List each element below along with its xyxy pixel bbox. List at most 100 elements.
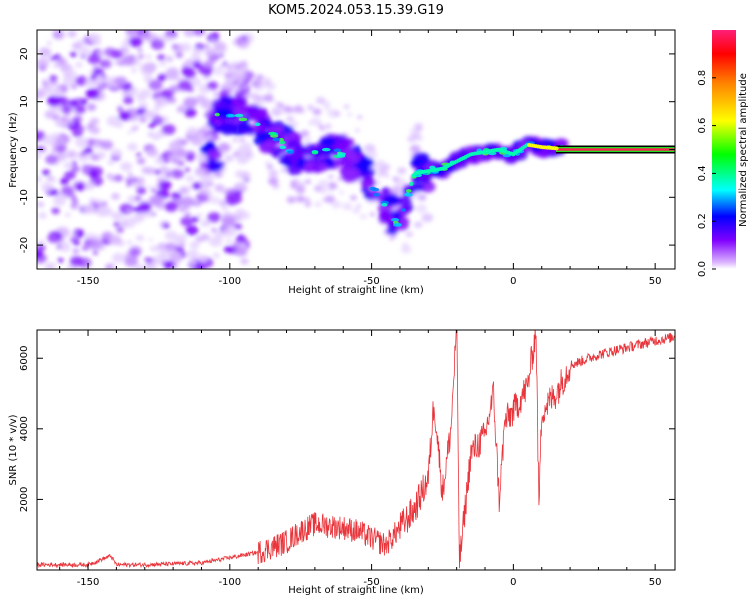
spectrogram-core xyxy=(254,122,261,127)
spectrogram-halo-blob xyxy=(305,197,311,202)
spectrogram-noise-blob xyxy=(222,61,228,66)
spectrogram-ridge-blob xyxy=(304,161,314,168)
spectrogram-noise-blob xyxy=(186,126,198,136)
carrier-core xyxy=(555,148,675,151)
spectrogram-noise-blob xyxy=(47,95,62,107)
spectrogram-noise-blob xyxy=(185,225,199,236)
spectrogram-noise-blob xyxy=(41,182,54,192)
spectrogram-noise-blob xyxy=(129,248,141,257)
spectrogram-noise-blob xyxy=(57,258,64,263)
spectrogram-x-tick-label: 50 xyxy=(649,276,662,287)
spectrogram-noise-blob xyxy=(69,256,84,267)
spectrogram-noise-blob xyxy=(203,60,214,69)
spectrogram-halo-blob xyxy=(210,196,220,205)
spectrogram-core xyxy=(278,140,286,145)
spectrogram-noise-blob xyxy=(51,207,60,215)
spectrogram-noise-blob xyxy=(49,56,57,61)
spectrogram-ridge-blob xyxy=(361,186,370,193)
spectrogram-halo-blob xyxy=(346,112,353,117)
spectrogram-noise-blob xyxy=(96,151,106,159)
spectrogram-noise-blob xyxy=(234,246,248,257)
spectrogram-noise-blob xyxy=(50,87,63,97)
spectrogram-ridge-blob xyxy=(317,163,329,172)
spectrogram-ridge-blob xyxy=(465,145,475,153)
spectrogram-noise-blob xyxy=(164,230,178,241)
spectrogram-noise-blob xyxy=(193,30,205,36)
spectrogram-noise-blob xyxy=(219,53,224,58)
spectrogram-noise-blob xyxy=(157,74,167,82)
spectrogram-noise-blob xyxy=(101,74,107,79)
spectrogram-x-tick-label: -100 xyxy=(218,276,241,287)
spectrogram-noise-blob xyxy=(204,48,216,57)
spectrogram-halo-blob xyxy=(255,96,260,100)
spectrogram-ridge-blob xyxy=(359,157,375,169)
spectrogram-noise-blob xyxy=(235,208,246,217)
colorbar-ticks: 0.0 0.2 0.4 0.6 0.8 xyxy=(697,70,716,277)
spectrogram-noise-blob xyxy=(184,167,191,173)
spectrogram-noise-blob xyxy=(135,152,142,157)
spectrogram-ridge-blob xyxy=(335,157,347,166)
spectrogram-halo-blob xyxy=(367,150,378,159)
spectrogram-noise-blob xyxy=(85,88,100,99)
spectrogram-noise-blob xyxy=(74,105,86,114)
spectrogram-noise-blob xyxy=(233,182,248,194)
spectrogram-noise-blob xyxy=(234,36,246,46)
spectrogram-halo-blob xyxy=(212,66,225,76)
spectrogram-ridge-blob xyxy=(410,158,424,168)
colorbar-tick-label: 0.2 xyxy=(697,213,708,229)
spectrogram-noise-blob xyxy=(189,241,200,250)
spectrogram-noise-blob xyxy=(111,252,126,264)
spectrogram-halo-blob xyxy=(343,104,350,109)
spectrogram-noise-blob xyxy=(107,159,115,166)
spectrogram-noise-blob xyxy=(37,89,46,99)
spectrogram-halo-blob xyxy=(241,142,252,150)
spectrogram-halo-blob xyxy=(339,190,345,195)
spectrogram-noise-blob xyxy=(100,140,114,150)
spectrogram-core xyxy=(337,152,347,156)
spectrogram-core xyxy=(287,150,294,155)
spectrogram-halo-blob xyxy=(393,187,404,196)
spectrogram-noise-blob xyxy=(138,88,152,99)
snr-x-tick-label: -50 xyxy=(363,577,379,588)
spectrogram-noise-blob xyxy=(79,98,88,105)
spectrogram-halo-blob xyxy=(224,63,233,70)
spectrogram-halo-blob xyxy=(389,236,395,241)
spectrogram-noise-blob xyxy=(206,81,219,90)
spectrogram-noise-blob xyxy=(148,79,163,91)
spectrogram-noise-blob xyxy=(136,157,146,165)
spectrogram-noise-blob xyxy=(126,183,132,187)
spectrogram-noise-blob xyxy=(240,258,249,265)
spectrogram-noise-blob xyxy=(113,174,123,182)
spectrogram-noise-blob xyxy=(185,175,195,182)
spectrogram-noise-blob xyxy=(110,148,122,158)
spectrogram-noise-blob xyxy=(177,80,193,91)
spectrogram-halo-blob xyxy=(232,137,239,143)
spectrogram-noise-blob xyxy=(61,33,66,37)
spectrogram-noise-blob xyxy=(130,126,138,132)
spectrogram-noise-blob xyxy=(88,123,94,128)
spectrogram-noise-blob xyxy=(160,89,174,100)
spectrogram-noise-blob xyxy=(117,106,124,112)
spectrogram-halo-blob xyxy=(401,242,409,248)
spectrogram-noise-blob xyxy=(148,123,156,129)
spectrogram-noise-blob xyxy=(143,62,157,73)
spectrogram-ridge xyxy=(214,112,675,227)
spectrogram-core xyxy=(369,186,377,191)
spectrogram-noise-blob xyxy=(95,206,109,217)
spectrogram-ridge-blob xyxy=(369,170,376,175)
spectrogram-ridge-blob xyxy=(379,215,392,224)
spectrogram-noise-blob xyxy=(123,96,134,105)
spectrogram-noise-blob xyxy=(86,103,97,111)
spectrogram-ridge-blob xyxy=(286,164,303,176)
spectrogram-ridge-blob xyxy=(349,155,360,163)
spectrogram-halo-blob xyxy=(268,169,279,178)
spectrogram-noise-blob xyxy=(50,132,60,140)
spectrogram-noise-blob xyxy=(127,131,132,135)
spectrogram-noise-blob xyxy=(213,92,219,96)
ridge-trace-dot xyxy=(554,146,559,151)
spectrogram-noise-blob xyxy=(106,173,114,180)
spectrogram-noise-blob xyxy=(226,188,234,194)
spectrogram-noise-blob xyxy=(192,182,202,190)
spectrogram-halo-blob xyxy=(418,194,427,201)
